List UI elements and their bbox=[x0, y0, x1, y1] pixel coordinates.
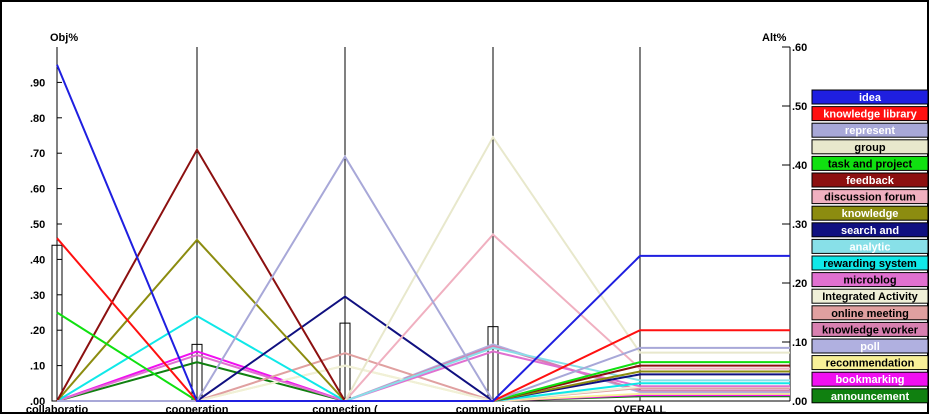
legend-label-feedback: feedback bbox=[846, 175, 895, 187]
legend-label-analytic: analytic bbox=[850, 241, 891, 253]
legend-label-online-meeting: online meeting bbox=[831, 308, 909, 320]
legend-label-knowledge-library: knowledge library bbox=[823, 109, 917, 121]
legend-swatch-knowledge-worker bbox=[811, 321, 929, 337]
legend-label-microblog: microblog bbox=[843, 275, 896, 287]
legend-label-discussion-forum: discussion forum bbox=[824, 192, 916, 204]
left-tick-label: .20 bbox=[30, 325, 45, 337]
left-tick-label: .30 bbox=[30, 290, 45, 302]
series-line-represent bbox=[57, 154, 790, 403]
left-axis-title: Obj% bbox=[50, 32, 78, 44]
legend-swatch-task-and-project bbox=[811, 155, 929, 171]
legend-label-knowledge: knowledge bbox=[842, 208, 899, 220]
left-tick-label: .90 bbox=[30, 77, 45, 89]
legend-swatch-represent bbox=[811, 122, 929, 138]
left-tick-label: .70 bbox=[30, 148, 45, 160]
left-tick-label: .00 bbox=[30, 396, 45, 408]
category-label-4: communicatio bbox=[456, 404, 531, 414]
legend-swatch-recommendation bbox=[811, 355, 929, 371]
right-axis-title: Alt% bbox=[762, 32, 787, 44]
left-tick-label: .10 bbox=[30, 361, 45, 373]
right-tick-label: .60 bbox=[792, 42, 807, 54]
legend-label-recommendation: recommendation bbox=[826, 358, 915, 370]
category-label-5: OVERALL bbox=[614, 404, 667, 414]
legend-swatch-rewarding-system bbox=[811, 255, 929, 271]
category-label-3: connection ( bbox=[312, 404, 378, 414]
legend-label-knowledge-worker: knowledge worker bbox=[822, 324, 919, 336]
legend-swatch-poll bbox=[811, 338, 929, 354]
right-tick-label: .10 bbox=[792, 337, 807, 349]
legend-swatch-feedback bbox=[811, 172, 929, 188]
legend-swatch-microblog bbox=[811, 272, 929, 288]
right-tick-label: .20 bbox=[792, 278, 807, 290]
legend-label-group: group bbox=[854, 142, 885, 154]
legend-swatch-bookmarking bbox=[811, 371, 929, 387]
legend-label-task-and-project: task and project bbox=[828, 158, 913, 170]
left-tick-label: .60 bbox=[30, 184, 45, 196]
legend-label-poll: poll bbox=[860, 341, 880, 353]
category-label-1: collaboratio bbox=[26, 404, 89, 414]
right-tick-label: .30 bbox=[792, 219, 807, 231]
category-label-2: cooperation bbox=[166, 404, 229, 414]
legend-swatch-online-meeting bbox=[811, 305, 929, 321]
left-tick-label: .80 bbox=[30, 113, 45, 125]
legend-swatch-analytic bbox=[811, 238, 929, 254]
legend-swatch-knowledge bbox=[811, 205, 929, 221]
legend-label-idea: idea bbox=[859, 92, 882, 104]
legend-label-announcement: announcement bbox=[831, 391, 910, 403]
left-tick-label: .40 bbox=[30, 254, 45, 266]
legend-swatch-idea bbox=[811, 89, 929, 105]
legend-swatch-discussion-forum bbox=[811, 189, 929, 205]
legend-swatch-announcement bbox=[811, 388, 929, 404]
legend-label-represent: represent bbox=[845, 125, 895, 137]
series-line-idea bbox=[56, 64, 790, 402]
right-tick-label: .00 bbox=[792, 396, 807, 408]
legend-label-search-and: search and bbox=[841, 225, 899, 237]
legend-label-rewarding-system: rewarding system bbox=[823, 258, 917, 270]
legend-swatch-knowledge-library bbox=[811, 106, 929, 122]
legend-swatch-integrated-activity bbox=[811, 288, 929, 304]
right-tick-label: .40 bbox=[792, 160, 807, 172]
series-line-microblog bbox=[56, 350, 790, 403]
left-tick-label: .50 bbox=[30, 219, 45, 231]
legend-label-bookmarking: bookmarking bbox=[835, 374, 904, 386]
legend-label-integrated-activity: Integrated Activity bbox=[822, 291, 918, 303]
legend-swatch-search-and bbox=[811, 222, 929, 238]
legend-swatch-group bbox=[811, 139, 929, 155]
right-tick-label: .50 bbox=[792, 101, 807, 113]
